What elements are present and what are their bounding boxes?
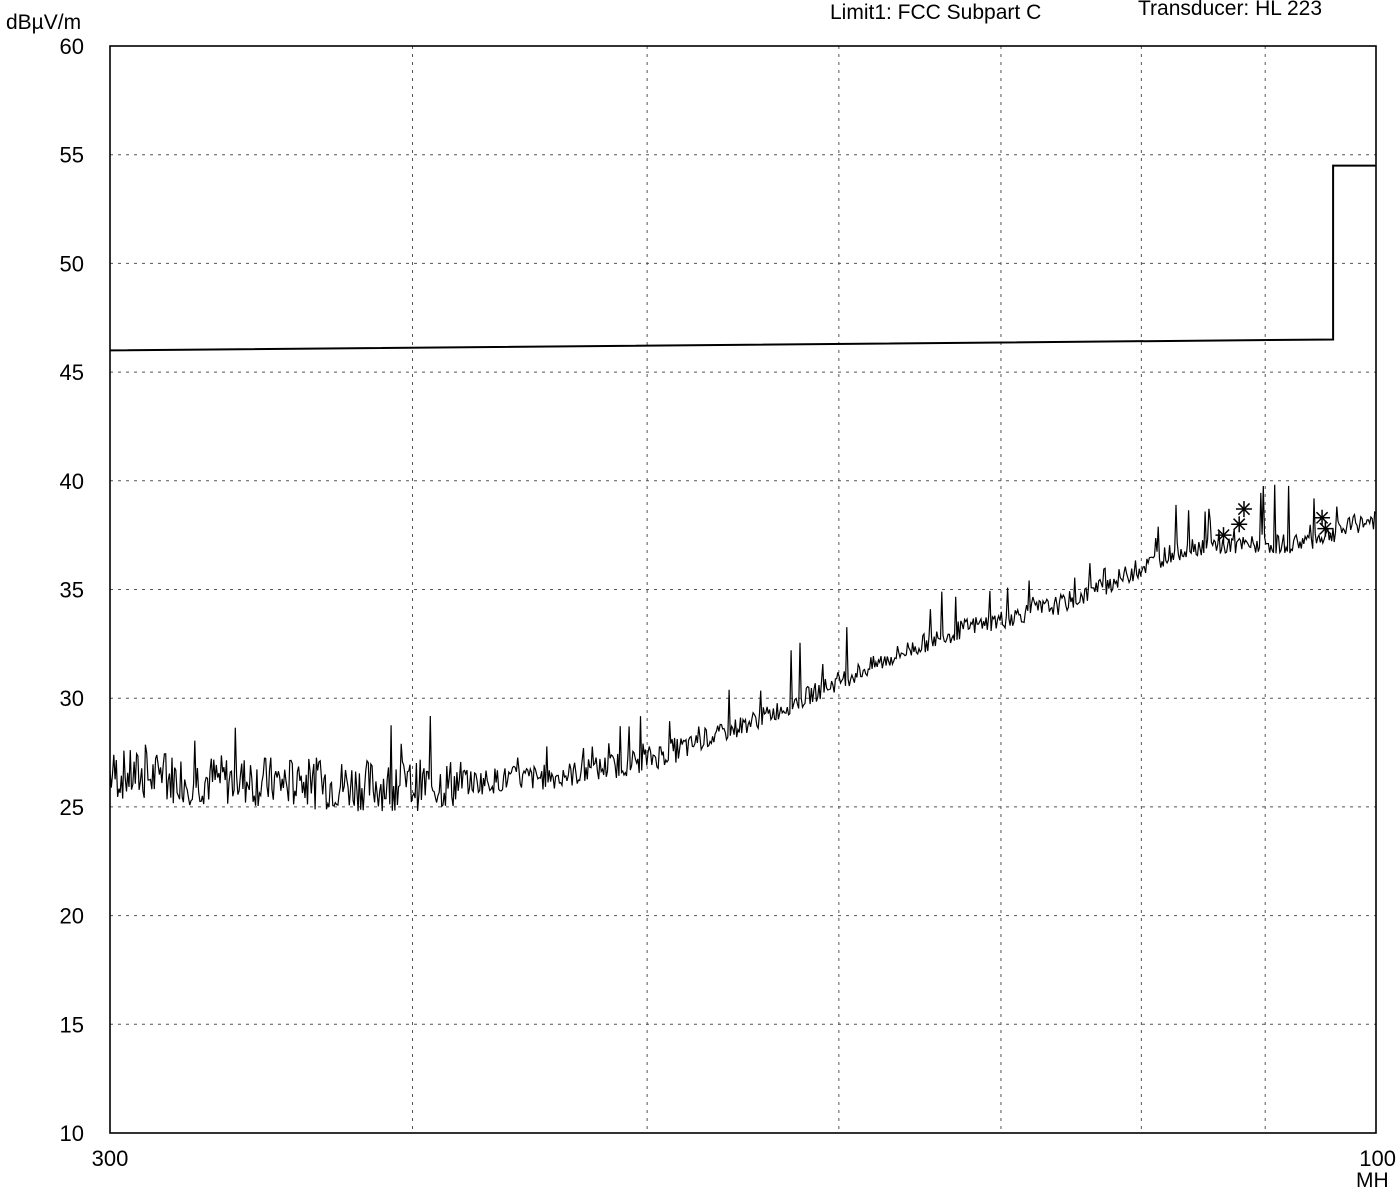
x-tick-label: 100 — [1359, 1146, 1396, 1171]
asterisk-stroke — [1217, 529, 1230, 542]
y-tick-label: 30 — [60, 686, 84, 711]
measurement-trace — [109, 484, 1377, 812]
y-tick-label: 10 — [60, 1121, 84, 1146]
y-tick-label: 50 — [60, 251, 84, 276]
x-axis-unit-label: MH — [1356, 1169, 1389, 1191]
asterisk-stroke — [1319, 522, 1332, 535]
series-layer — [109, 164, 1377, 812]
peak-marker — [1215, 527, 1232, 544]
asterisk-stroke — [1233, 518, 1246, 531]
peak-marker — [1231, 516, 1248, 533]
asterisk-stroke — [1315, 511, 1329, 524]
limit-line — [109, 164, 1376, 352]
x-tick-label: 300 — [92, 1146, 129, 1171]
y-tick-label: 60 — [60, 34, 84, 59]
plot-frame — [109, 45, 1377, 1134]
limit-label: Limit1: FCC Subpart C — [830, 1, 1041, 24]
y-tick-label: 55 — [60, 143, 84, 168]
y-tick-label: 25 — [60, 795, 84, 820]
x-tick-labels: 300 100 — [92, 1146, 1396, 1171]
y-tick-label: 45 — [60, 360, 84, 385]
y-tick-label: 35 — [60, 578, 84, 603]
transducer-label: Transducer: HL 223 — [1138, 0, 1322, 20]
y-tick-label: 40 — [60, 469, 84, 494]
y-axis-unit-label: dBµV/m — [6, 11, 81, 34]
marker-layer — [1215, 501, 1334, 544]
y-tick-label: 15 — [60, 1012, 84, 1037]
peak-marker — [1235, 501, 1252, 518]
grid — [110, 46, 1376, 1133]
asterisk-stroke — [1237, 502, 1251, 516]
peak-marker — [1317, 520, 1334, 537]
peak-marker — [1314, 509, 1331, 526]
y-tick-label: 20 — [60, 904, 84, 929]
y-tick-labels: 60 55 50 45 40 35 30 25 20 15 10 — [60, 34, 84, 1146]
